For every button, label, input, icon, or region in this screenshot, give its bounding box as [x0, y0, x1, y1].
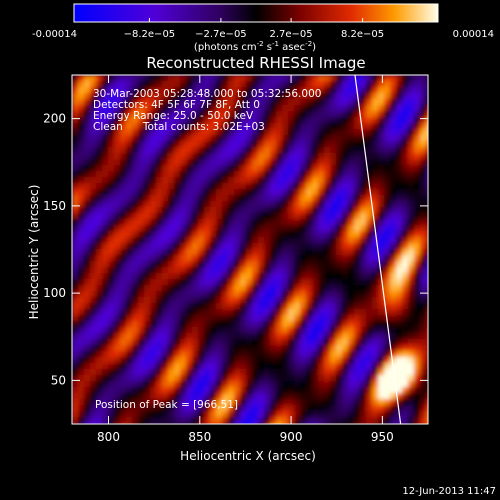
- y-axis-label: Heliocentric Y (arcsec): [27, 185, 41, 320]
- y-tick-label: 100: [43, 286, 66, 300]
- info-line-time: 30-Mar-2003 05:28:48.000 to 05:32:56.000: [93, 88, 321, 100]
- x-tick-label: 900: [280, 430, 303, 444]
- colorbar-tick-label: −2.7e−05: [195, 29, 247, 40]
- info-line-clean: Clean Total counts: 3.02E+03: [93, 121, 265, 133]
- colorbar-label: (photons cm-2 s-1 asec-2): [194, 40, 316, 53]
- x-tick-label: 950: [371, 430, 394, 444]
- timestamp: 12-Jun-2013 11:47: [402, 486, 496, 497]
- info-line-energy: Energy Range: 25.0 - 50.0 keV: [93, 110, 254, 122]
- solar-limb-line: [354, 75, 402, 424]
- plot-frame: [71, 74, 429, 425]
- colorbar-tick-label: 8.2e−05: [341, 29, 384, 40]
- y-tick-label: 200: [43, 112, 66, 126]
- x-axis-label: Heliocentric X (arcsec): [180, 449, 316, 463]
- colorbar-ticks: -0.00014 −8.2e−05 −2.7e−05 2.7e−05 8.2e−05 0.…: [32, 18, 494, 40]
- chart-title: Reconstructed RHESSI Image: [146, 54, 365, 72]
- info-line-detectors: Detectors: 4F 5F 6F 7F 8F, Att 0: [93, 99, 260, 111]
- axis-ticks: 800 850 900 950 50 100 150 200: [43, 75, 428, 444]
- peak-position: Position of Peak = [966,51]: [95, 399, 238, 411]
- colorbar-tick-label: −8.2e−05: [124, 29, 176, 40]
- heatmap-image: [72, 75, 428, 424]
- colorbar-tick-label: -0.00014: [32, 29, 77, 40]
- y-tick-label: 150: [43, 199, 66, 213]
- y-tick-label: 50: [51, 373, 66, 387]
- plot-area: 800 850 900 950 50 100 150 200: [43, 74, 429, 444]
- colorbar-tick-label: 2.7e−05: [270, 29, 313, 40]
- x-tick-label: 850: [188, 430, 211, 444]
- colorbar-tick-label: 0.00014: [453, 29, 494, 40]
- x-tick-label: 800: [97, 430, 120, 444]
- colorbar: [73, 3, 439, 23]
